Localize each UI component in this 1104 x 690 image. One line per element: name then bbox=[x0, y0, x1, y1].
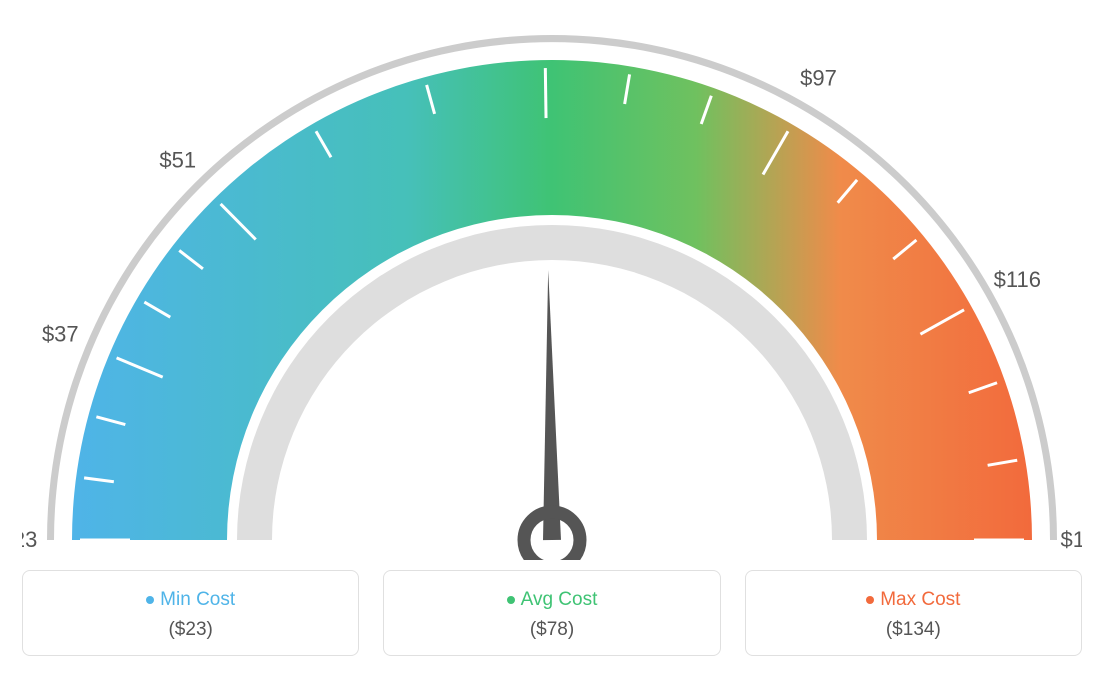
tick-label: $23 bbox=[22, 527, 37, 552]
legend-label-text: Max Cost bbox=[880, 589, 960, 610]
legend-value: ($23) bbox=[33, 619, 348, 641]
legend-dot-icon bbox=[866, 596, 874, 604]
legend-card-min: Min Cost ($23) bbox=[22, 570, 359, 656]
cost-gauge: $23$37$51$78$97$116$134 bbox=[22, 20, 1082, 560]
legend-dot-icon bbox=[507, 596, 515, 604]
tick-label: $134 bbox=[1061, 527, 1082, 552]
tick-label: $51 bbox=[159, 147, 196, 172]
legend-card-max: Max Cost ($134) bbox=[745, 570, 1082, 656]
legend-card-avg: Avg Cost ($78) bbox=[383, 570, 720, 656]
tick-label: $97 bbox=[800, 65, 837, 90]
legend-dot-icon bbox=[146, 596, 154, 604]
legend-row: Min Cost ($23) Avg Cost ($78) Max Cost ($134) bbox=[22, 570, 1082, 656]
legend-label: Max Cost bbox=[756, 589, 1071, 611]
needle bbox=[543, 270, 561, 540]
major-tick bbox=[545, 68, 546, 118]
tick-label: $37 bbox=[42, 321, 79, 346]
legend-label: Min Cost bbox=[33, 589, 348, 611]
legend-value: ($78) bbox=[394, 619, 709, 641]
legend-label-text: Avg Cost bbox=[521, 589, 598, 610]
legend-label-text: Min Cost bbox=[160, 589, 235, 610]
tick-label: $116 bbox=[994, 267, 1041, 292]
legend-value: ($134) bbox=[756, 619, 1071, 641]
legend-label: Avg Cost bbox=[394, 589, 709, 611]
